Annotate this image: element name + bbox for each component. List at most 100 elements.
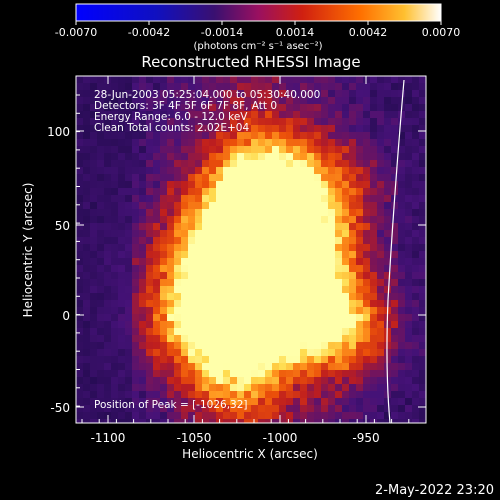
image-pixel bbox=[349, 328, 356, 335]
image-pixel bbox=[188, 398, 195, 405]
image-pixel bbox=[237, 419, 244, 423]
image-pixel bbox=[181, 384, 188, 391]
image-pixel bbox=[167, 209, 174, 216]
image-pixel bbox=[167, 321, 174, 328]
image-pixel bbox=[272, 258, 279, 265]
image-pixel bbox=[412, 314, 419, 321]
image-pixel bbox=[272, 118, 279, 125]
image-pixel bbox=[209, 356, 216, 363]
image-pixel bbox=[90, 146, 97, 153]
image-pixel bbox=[90, 321, 97, 328]
image-pixel bbox=[342, 244, 349, 251]
image-pixel bbox=[132, 286, 139, 293]
image-pixel bbox=[111, 370, 118, 377]
colorbar-tick-label-2: -0.0014 bbox=[201, 26, 243, 39]
image-pixel bbox=[314, 237, 321, 244]
image-pixel bbox=[321, 167, 328, 174]
image-pixel bbox=[125, 97, 132, 104]
image-pixel bbox=[286, 230, 293, 237]
image-pixel bbox=[90, 314, 97, 321]
image-pixel bbox=[97, 391, 104, 398]
image-pixel bbox=[307, 363, 314, 370]
image-pixel bbox=[174, 104, 181, 111]
image-pixel bbox=[405, 167, 412, 174]
image-pixel bbox=[188, 251, 195, 258]
image-pixel bbox=[223, 391, 230, 398]
image-pixel bbox=[405, 335, 412, 342]
image-pixel bbox=[223, 307, 230, 314]
image-pixel bbox=[160, 377, 167, 384]
image-pixel bbox=[125, 223, 132, 230]
image-pixel bbox=[216, 279, 223, 286]
image-pixel bbox=[174, 125, 181, 132]
image-pixel bbox=[300, 90, 307, 97]
image-pixel bbox=[132, 167, 139, 174]
image-pixel bbox=[258, 286, 265, 293]
image-pixel bbox=[153, 286, 160, 293]
image-pixel bbox=[286, 167, 293, 174]
image-pixel bbox=[321, 125, 328, 132]
image-pixel bbox=[111, 405, 118, 412]
image-pixel bbox=[216, 146, 223, 153]
image-pixel bbox=[90, 293, 97, 300]
image-pixel bbox=[76, 167, 83, 174]
image-pixel bbox=[419, 223, 426, 230]
image-pixel bbox=[209, 104, 216, 111]
image-pixel bbox=[258, 412, 265, 419]
image-pixel bbox=[384, 97, 391, 104]
image-pixel bbox=[335, 258, 342, 265]
image-pixel bbox=[181, 209, 188, 216]
image-pixel bbox=[370, 202, 377, 209]
image-pixel bbox=[391, 167, 398, 174]
image-pixel bbox=[111, 356, 118, 363]
image-pixel bbox=[293, 167, 300, 174]
image-pixel bbox=[342, 202, 349, 209]
image-pixel bbox=[167, 202, 174, 209]
image-pixel bbox=[335, 300, 342, 307]
image-pixel bbox=[328, 83, 335, 90]
image-pixel bbox=[76, 83, 83, 90]
image-pixel bbox=[293, 216, 300, 223]
annotation-total-counts: Clean Total counts: 2.02E+04 bbox=[94, 122, 249, 134]
image-pixel bbox=[202, 97, 209, 104]
image-pixel bbox=[167, 167, 174, 174]
image-pixel bbox=[223, 370, 230, 377]
image-pixel bbox=[293, 223, 300, 230]
image-pixel bbox=[377, 209, 384, 216]
image-pixel bbox=[307, 174, 314, 181]
image-pixel bbox=[335, 104, 342, 111]
image-pixel bbox=[293, 286, 300, 293]
image-pixel bbox=[251, 209, 258, 216]
image-pixel bbox=[90, 223, 97, 230]
image-pixel bbox=[216, 258, 223, 265]
image-pixel bbox=[244, 335, 251, 342]
image-pixel bbox=[181, 328, 188, 335]
image-pixel bbox=[405, 307, 412, 314]
image-pixel bbox=[90, 384, 97, 391]
image-pixel bbox=[230, 300, 237, 307]
image-pixel bbox=[398, 251, 405, 258]
image-pixel bbox=[321, 146, 328, 153]
image-pixel bbox=[244, 412, 251, 419]
image-pixel bbox=[146, 216, 153, 223]
image-pixel bbox=[286, 125, 293, 132]
image-pixel bbox=[216, 335, 223, 342]
image-pixel bbox=[300, 258, 307, 265]
image-pixel bbox=[216, 167, 223, 174]
image-pixel bbox=[118, 405, 125, 412]
image-pixel bbox=[370, 111, 377, 118]
image-pixel bbox=[412, 174, 419, 181]
image-pixel bbox=[272, 97, 279, 104]
image-pixel bbox=[314, 349, 321, 356]
image-pixel bbox=[363, 342, 370, 349]
image-pixel bbox=[125, 139, 132, 146]
image-pixel bbox=[139, 377, 146, 384]
image-pixel bbox=[419, 279, 426, 286]
image-pixel bbox=[335, 370, 342, 377]
image-pixel bbox=[83, 202, 90, 209]
image-pixel bbox=[216, 349, 223, 356]
image-pixel bbox=[286, 146, 293, 153]
image-pixel bbox=[300, 265, 307, 272]
image-pixel bbox=[83, 174, 90, 181]
image-pixel bbox=[153, 321, 160, 328]
